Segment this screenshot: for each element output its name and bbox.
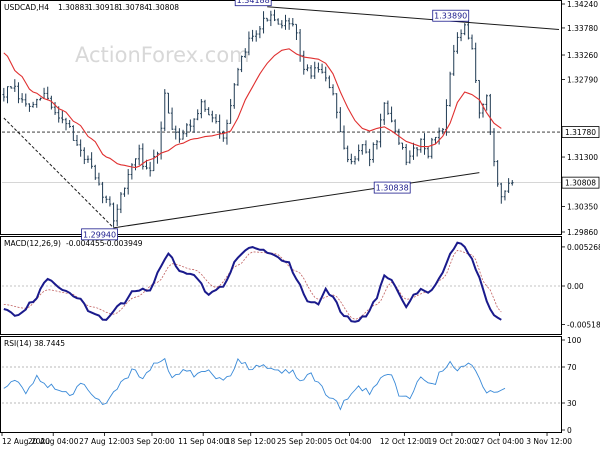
x-tick-label-3: 3 Sep 20:00 <box>129 437 175 446</box>
rsi-y-tick-label-3: 0 <box>567 426 572 435</box>
x-tick-label-4: 11 Sep 04:00 <box>178 437 228 446</box>
swing-label-1: 1.33890 <box>434 12 467 21</box>
price-header-open: 1.30883 <box>58 3 89 12</box>
price-y-tick-label-2: 1.33260 <box>567 51 598 60</box>
swing-label-box-1 <box>432 9 470 22</box>
rsi-y-tick-label-2: 30 <box>567 399 577 408</box>
macd-header-title: MACD(12,26,9) <box>4 239 61 248</box>
swing-label-box-3 <box>373 181 411 194</box>
x-tick-label-9: 19 Oct 20:00 <box>427 437 476 446</box>
swing-label-box-0 <box>234 0 272 7</box>
trendline-lower-channel <box>113 172 480 229</box>
macd-y-tick-label-1: 0.00 <box>567 282 584 291</box>
macd-panel-frame <box>0 236 562 335</box>
rsi-line <box>3 357 506 411</box>
price-panel-frame <box>0 0 562 235</box>
price-header-symbol: USDCAD,H4 <box>4 3 49 12</box>
price-y-tick-label-1: 1.33780 <box>567 24 598 33</box>
macd-line <box>3 241 502 323</box>
swing-label-box-2 <box>81 228 118 241</box>
level-price-label: 1.31780 <box>565 128 596 137</box>
macd-header-value-2: -0.003949 <box>104 239 143 248</box>
price-y-tick-label-5: 1.31300 <box>567 153 598 162</box>
price-y-tick-label-0: 1.34240 <box>567 0 598 9</box>
rsi-header-title: RSI(14) <box>4 339 32 348</box>
x-tick-label-0: 12 Aug 2020 <box>2 437 50 446</box>
x-tick-label-5: 18 Sep 12:00 <box>226 437 276 446</box>
watermark: ActionForex.com <box>75 43 250 67</box>
swing-label-0: 1.34188 <box>237 0 270 5</box>
price-header-close: 1.30808 <box>148 3 179 12</box>
swing-label-2: 1.29940 <box>83 230 116 239</box>
swing-label-3: 1.30838 <box>376 184 409 193</box>
moving-average-line <box>3 48 502 169</box>
x-tick-label-11: 3 Nov 12:00 <box>526 437 572 446</box>
price-y-tick-label-6: 1.30350 <box>567 202 598 211</box>
x-tick-label-8: 12 Oct 12:00 <box>380 437 429 446</box>
level-price-box <box>561 126 600 138</box>
trendline-upper-channel <box>267 6 560 31</box>
x-tick-label-2: 27 Aug 12:00 <box>79 437 130 446</box>
current-price-box <box>561 176 600 189</box>
x-tick-label-6: 25 Sep 20:00 <box>277 437 327 446</box>
x-tick-label-7: 5 Oct 04:00 <box>327 437 371 446</box>
rsi-header-value: 38.7445 <box>34 339 65 348</box>
rsi-y-tick-label-1: 70 <box>567 363 577 372</box>
x-tick-label-10: 27 Oct 04:00 <box>475 437 524 446</box>
price-y-tick-label-7: 1.29860 <box>567 228 598 237</box>
macd-signal-line <box>3 249 502 320</box>
macd-header-value-1: -0.004455 <box>66 239 105 248</box>
rsi-panel-frame <box>0 336 562 433</box>
macd-y-tick-label-0: 0.005268 <box>567 243 600 252</box>
trendline-dashed-support <box>3 117 114 229</box>
price-y-tick-label-3: 1.32790 <box>567 75 598 84</box>
x-tick-label-1: 20 Aug 04:00 <box>28 437 79 446</box>
price-layer: 1.34240 1.33780 1.33260 1.32790 1.31780 1.313… <box>2 0 600 241</box>
price-header-high: 1.30918 <box>88 3 119 12</box>
rsi-y-tick-label-0: 100 <box>567 336 582 345</box>
current-price-label: 1.30808 <box>565 179 596 188</box>
rsi-layer: 100 70 30 0 <box>2 336 582 435</box>
price-header-low: 1.30784 <box>118 3 149 12</box>
